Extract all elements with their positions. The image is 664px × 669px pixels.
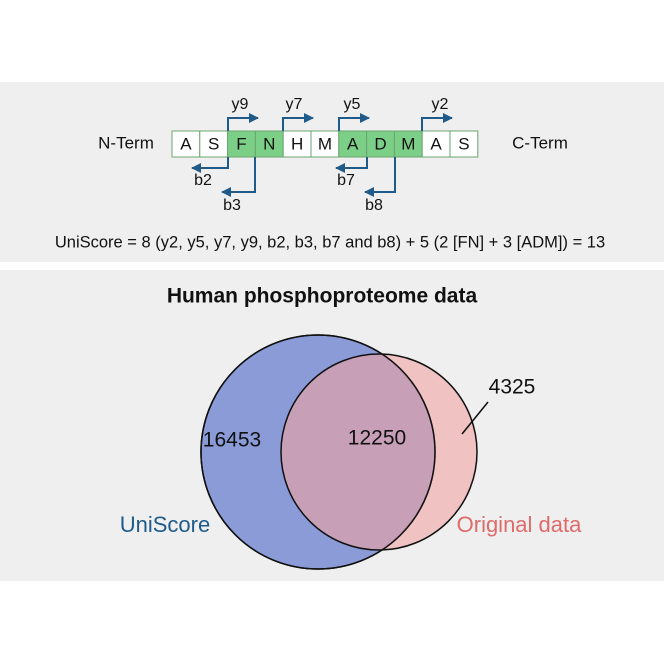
right-name: Original data [457, 512, 583, 537]
left-name: UniScore [120, 512, 210, 537]
residue: M [401, 134, 415, 153]
residue-box [310, 130, 340, 158]
residue: H [291, 134, 303, 153]
overlap-count: 12250 [348, 427, 406, 450]
residue-box [421, 130, 451, 158]
ion-label: b3 [223, 197, 241, 214]
left-count: 16453 [203, 429, 261, 452]
arrow [227, 113, 259, 131]
ion-label: b7 [337, 172, 355, 189]
residue-box [393, 130, 423, 158]
venn-right [280, 353, 478, 551]
residue: M [318, 134, 332, 153]
residue: A [347, 134, 359, 153]
residue: A [180, 134, 192, 153]
fragment-arrows [191, 113, 453, 197]
leader-line [461, 401, 489, 435]
venn-title: Human phosphoproteome data [167, 285, 478, 308]
residue-box [254, 130, 284, 158]
residue-box [338, 130, 368, 158]
residue: S [458, 134, 469, 153]
ion-label: y7 [286, 96, 303, 113]
ion-label: y9 [232, 96, 249, 113]
arrow [282, 113, 314, 131]
residue: N [263, 134, 275, 153]
residue-box [282, 130, 312, 158]
arrow [421, 113, 453, 131]
residue-box [449, 130, 479, 158]
residue: F [236, 134, 246, 153]
ion-label: b8 [365, 197, 383, 214]
formula: UniScore = 8 (y2, y5, y7, y9, b2, b3, b7… [55, 233, 605, 251]
ion-label: y2 [432, 96, 449, 113]
arrow [221, 157, 256, 197]
c-term: C-Term [512, 133, 568, 152]
residue: A [430, 134, 442, 153]
right-count: 4325 [489, 376, 536, 399]
peptide-panel [0, 82, 664, 262]
residue: S [208, 134, 219, 153]
arrow [191, 157, 229, 173]
residue-box [171, 130, 201, 158]
residue: D [374, 134, 386, 153]
arrow [364, 157, 396, 197]
venn-outline [200, 334, 436, 570]
residue-box [366, 130, 395, 158]
n-term: N-Term [98, 133, 154, 152]
arrow [338, 113, 370, 131]
ion-label: y5 [344, 96, 361, 113]
arrow [335, 157, 368, 173]
ion-label: b2 [194, 172, 212, 189]
